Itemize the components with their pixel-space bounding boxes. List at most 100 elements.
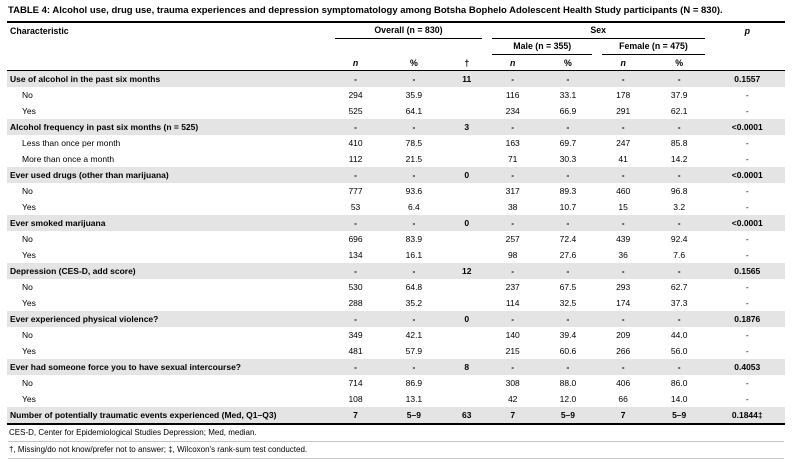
row-label: Yes: [22, 346, 36, 356]
cell-overall-pct: 64.1: [405, 106, 423, 116]
cell-p-value: -: [745, 394, 749, 404]
cell-male-n: 38: [507, 202, 518, 212]
cell-overall-n: 108: [348, 394, 363, 404]
cell-female-pct: 5–9: [648, 407, 710, 425]
header-overall-group: Overall (n = 830): [329, 22, 488, 39]
cell-male-n: -: [511, 314, 515, 324]
cell-p-value: -: [745, 202, 749, 212]
cell-male-n: 7: [487, 407, 539, 425]
row-label: Ever used drugs (other than marijuana): [10, 170, 169, 180]
cell-overall-pct: -: [412, 218, 416, 228]
cell-male-n: -: [511, 362, 515, 372]
cell-overall-pct: -: [412, 362, 416, 372]
cell-overall-n: 7: [329, 407, 382, 425]
cell-male-pct: -: [566, 314, 570, 324]
header-sex-subgroup-row: Male (n = 355) Female (n = 475): [7, 39, 785, 55]
row-label: No: [22, 282, 33, 292]
cell-missing-count: [447, 343, 487, 359]
cell-male-n: 237: [505, 282, 520, 292]
cell-female-n: 7: [597, 407, 649, 425]
cell-female-pct: 92.4: [670, 234, 688, 244]
cell-female-n: -: [621, 122, 625, 132]
cell-male-pct: 12.0: [559, 394, 577, 404]
cell-overall-pct: -: [412, 266, 416, 276]
row-label: Ever smoked marijuana: [10, 218, 106, 228]
cell-male-pct: -: [566, 170, 570, 180]
cell-missing-count: 0: [464, 170, 470, 180]
cell-p-value: 0.1557: [734, 74, 761, 84]
cell-p-value: -: [745, 106, 749, 116]
data-row: Less than once per month 410 78.5 163 69.7 24…: [7, 135, 785, 151]
cell-overall-n: -: [354, 74, 357, 84]
cell-male-pct: 39.4: [559, 330, 577, 340]
cell-male-n: -: [511, 122, 515, 132]
cell-p-value: 0.1565: [734, 266, 761, 276]
cell-overall-n: 481: [348, 346, 363, 356]
cell-male-n: -: [511, 218, 515, 228]
cell-p-value: -: [745, 282, 749, 292]
cell-overall-n: 112: [348, 154, 363, 164]
cell-female-n: 406: [616, 378, 631, 388]
row-label: No: [22, 378, 33, 388]
cell-female-pct: -: [677, 74, 681, 84]
cell-female-n: 41: [618, 154, 628, 164]
cell-female-n: 266: [616, 346, 631, 356]
cell-overall-n: 530: [348, 282, 363, 292]
cell-female-n: -: [621, 218, 625, 228]
cell-overall-n: 294: [348, 90, 363, 100]
cell-male-pct: 10.7: [559, 202, 577, 212]
cell-overall-n: 288: [348, 298, 363, 308]
cell-p-value: 0.4053: [734, 362, 761, 372]
category-row: Alcohol frequency in past six months (n …: [7, 119, 785, 135]
cell-male-n: -: [511, 266, 515, 276]
cell-missing-count: 63: [446, 407, 488, 425]
cell-female-n: -: [621, 314, 625, 324]
cell-female-n: 15: [618, 202, 628, 212]
cell-overall-n: 714: [348, 378, 363, 388]
header-male-n: n: [487, 55, 539, 71]
cell-missing-count: 0: [464, 218, 470, 228]
cell-male-n: -: [511, 170, 515, 180]
cell-male-pct: 27.6: [559, 250, 577, 260]
cell-male-pct: 67.5: [559, 282, 577, 292]
category-row: Ever had someone force you to have sexua…: [7, 359, 785, 375]
category-row: Ever experienced physical violence? - - 0 - -…: [7, 311, 785, 327]
data-row: Yes 525 64.1 234 66.9 291 62.1 -: [7, 103, 785, 119]
row-label: No: [22, 186, 33, 196]
cell-missing-count: 11: [462, 74, 472, 84]
cell-overall-pct: 83.9: [405, 234, 423, 244]
cell-p-value: 0.1876: [734, 314, 761, 324]
cell-overall-n: -: [354, 266, 357, 276]
cell-female-pct: 14.2: [670, 154, 688, 164]
row-label: Yes: [22, 106, 36, 116]
cell-male-pct: 30.3: [559, 154, 577, 164]
cell-female-pct: -: [677, 314, 681, 324]
cell-missing-count: [447, 327, 487, 343]
cell-male-n: 163: [505, 138, 520, 148]
data-row: No 349 42.1 140 39.4 209 44.0 -: [7, 327, 785, 343]
sex-group-label: Sex: [492, 25, 705, 39]
cell-missing-count: 12: [462, 266, 472, 276]
row-label: Yes: [22, 202, 36, 212]
footnote-symbols: †, Missing/do not know/prefer not to ans…: [8, 442, 784, 459]
header-sex-group: Sex: [487, 22, 710, 39]
cell-male-n: 308: [505, 378, 520, 388]
cell-male-pct: 69.7: [559, 138, 577, 148]
cell-overall-pct: -: [412, 74, 416, 84]
row-label: No: [22, 330, 33, 340]
data-row: No 294 35.9 116 33.1 178 37.9 -: [7, 87, 785, 103]
table-caption: TABLE 4: Alcohol use, drug use, trauma e…: [7, 4, 785, 21]
row-label: No: [22, 234, 33, 244]
cell-male-pct: 5–9: [538, 407, 598, 425]
table-header: Characteristic Overall (n = 830) Sex p M…: [7, 22, 785, 71]
row-label: Yes: [22, 250, 36, 260]
row-label: Less than once per month: [22, 138, 121, 148]
cell-female-n: 439: [616, 234, 631, 244]
category-row: Ever used drugs (other than marijuana) - -…: [7, 167, 785, 183]
cell-overall-pct: 13.1: [405, 394, 423, 404]
cell-male-n: 42: [507, 394, 518, 404]
cell-female-n: -: [621, 266, 625, 276]
cell-p-value: 0.1844‡: [709, 407, 785, 425]
header-female-n: n: [597, 55, 649, 71]
cell-overall-pct: 16.1: [405, 250, 423, 260]
